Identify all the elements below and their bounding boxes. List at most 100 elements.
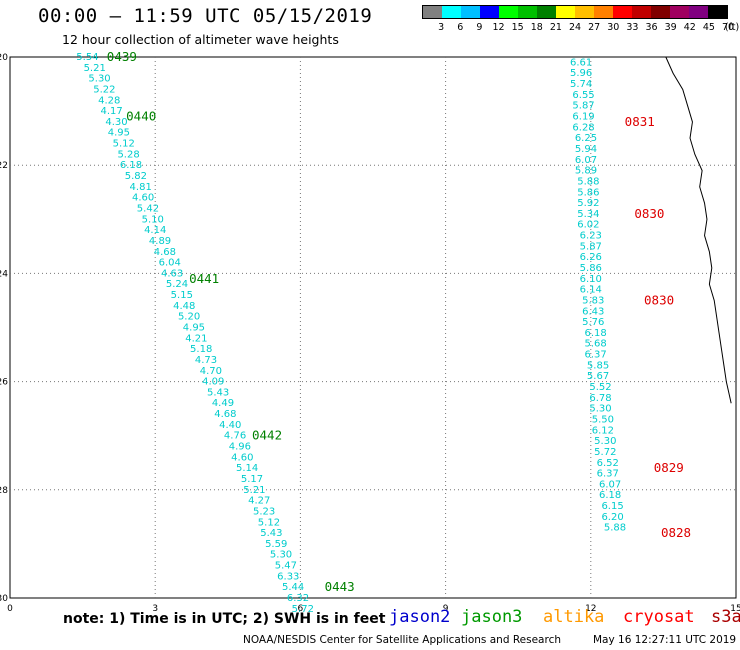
cryosat-swh-label: 5.88 [577, 176, 599, 187]
jason3-swh-label: 6.32 [287, 593, 309, 604]
cryosat-swh-label: 6.23 [580, 231, 602, 242]
colorbar-swatch [594, 6, 613, 18]
jason3-swh-label: 4.76 [224, 431, 246, 442]
cryosat-swh-label: 5.34 [577, 209, 599, 220]
jason3-swh-label: 5.15 [171, 290, 193, 301]
cryosat-swh-label: 6.18 [585, 328, 607, 339]
colorbar-swatch [613, 6, 632, 18]
coastline [665, 56, 732, 404]
legend-altika: altika [543, 607, 605, 627]
colorbar-swatch [480, 6, 499, 18]
colorbar-swatch [442, 6, 461, 18]
cryosat-swh-label: 6.02 [577, 220, 599, 231]
jason3-swh-label: 4.73 [195, 355, 217, 366]
colorbar-swatch [518, 6, 537, 18]
cryosat-swh-label: 5.83 [582, 295, 604, 306]
page-subtitle: 12 hour collection of altimeter wave hei… [62, 32, 339, 47]
colorbar-swatch [651, 6, 670, 18]
jason3-swh-label: 5.59 [265, 539, 287, 550]
jason3-time-label: 0443 [325, 579, 355, 594]
jason3-swh-label: 4.96 [229, 442, 251, 453]
cryosat-swh-label: 5.74 [570, 79, 592, 90]
colorbar-swatch [632, 6, 651, 18]
jason3-swh-label: 4.28 [98, 95, 120, 106]
jason3-swh-label: 4.30 [105, 117, 127, 128]
cryosat-swh-label: 5.30 [589, 404, 611, 415]
jason3-swh-label: 4.21 [185, 333, 207, 344]
footer-timestamp: May 16 12:27:11 UTC 2019 [593, 634, 737, 646]
x-tick-label: 12 [585, 604, 596, 614]
cryosat-time-label: 0830 [634, 206, 664, 221]
jason3-swh-label: 6.18 [120, 160, 142, 171]
cryosat-swh-label: 5.87 [572, 101, 594, 112]
jason3-swh-label: 5.12 [113, 139, 135, 150]
jason3-swh-label: 5.44 [282, 582, 304, 593]
y-tick-label: -24 [0, 269, 8, 279]
y-tick-label: -26 [0, 378, 8, 388]
cryosat-swh-label: 6.07 [575, 155, 597, 166]
footer-note: note: 1) Time is in UTC; 2) SWH is in fe… [63, 611, 386, 627]
cryosat-time-label: 0828 [661, 525, 691, 540]
jason3-swh-label: 5.43 [207, 387, 229, 398]
colorbar-label: 39 [664, 22, 677, 33]
cryosat-swh-label: 5.30 [594, 436, 616, 447]
jason3-swh-label: 5.10 [142, 214, 164, 225]
cryosat-swh-label: 5.68 [585, 339, 607, 350]
colorbar-label: 33 [626, 22, 639, 33]
cryosat-swh-label: 6.12 [592, 425, 614, 436]
colorbar-swatch [556, 6, 575, 18]
cryosat-swh-label: 6.10 [580, 274, 602, 285]
legend-cryosat: cryosat [623, 607, 695, 627]
cryosat-swh-label: 6.61 [570, 57, 592, 68]
jason3-time-label: 0440 [126, 109, 156, 124]
colorbar-swatch [689, 6, 708, 18]
cryosat-swh-label: 5.88 [604, 523, 626, 534]
jason3-swh-label: 4.17 [101, 106, 123, 117]
plot-frame [9, 56, 737, 599]
jason3-swh-label: 5.23 [253, 506, 275, 517]
jason3-swh-label: 4.48 [173, 301, 195, 312]
cryosat-swh-label: 6.07 [599, 479, 621, 490]
cryosat-swh-label: 6.52 [597, 458, 619, 469]
jason3-swh-label: 5.30 [88, 74, 110, 85]
cryosat-swh-label: 5.67 [587, 371, 609, 382]
colorbar-label: 36 [645, 22, 658, 33]
colorbar-label: 12 [492, 22, 505, 33]
colorbar-swatch [708, 6, 727, 18]
cryosat-swh-label: 5.92 [577, 198, 599, 209]
jason3-swh-label: 4.14 [144, 225, 166, 236]
cryosat-swh-label: 6.15 [601, 501, 623, 512]
cryosat-time-label: 0829 [654, 460, 684, 475]
colorbar-swatch [670, 6, 689, 18]
jason3-swh-label: 5.21 [243, 485, 265, 496]
cryosat-swh-label: 5.94 [575, 144, 597, 155]
jason3-swh-label: 6.04 [159, 258, 181, 269]
jason3-swh-label: 4.60 [132, 193, 154, 204]
legend-jason3: jason3 [461, 607, 523, 627]
cryosat-swh-label: 6.43 [582, 306, 604, 317]
jason3-swh-label: 4.68 [214, 409, 236, 420]
jason3-swh-label: 5.47 [275, 561, 297, 572]
cryosat-time-label: 0831 [625, 114, 655, 129]
cryosat-swh-label: 5.87 [580, 241, 602, 252]
colorbar-swatch [575, 6, 594, 18]
jason3-swh-label: 4.89 [149, 236, 171, 247]
jason3-time-label: 0439 [107, 49, 137, 64]
colorbar-label: 42 [683, 22, 696, 33]
cryosat-swh-label: 5.52 [589, 382, 611, 393]
colorbar-label: 21 [549, 22, 562, 33]
y-tick-label: -30 [0, 594, 8, 604]
legend-s3a: s3a [711, 607, 740, 627]
colorbar-label: 6 [457, 22, 464, 33]
colorbar-swatch [461, 6, 480, 18]
y-tick-label: -28 [0, 486, 8, 496]
cryosat-swh-label: 6.37 [597, 469, 619, 480]
legend-jason2: jason2 [389, 607, 451, 627]
cryosat-swh-label: 6.55 [572, 90, 594, 101]
colorbar-label: 18 [530, 22, 543, 33]
cryosat-swh-label: 5.86 [577, 187, 599, 198]
x-tick-label: 6 [298, 604, 304, 614]
footer-credit: NOAA/NESDIS Center for Satellite Applica… [243, 634, 561, 646]
jason3-swh-label: 5.14 [236, 463, 258, 474]
colorbar [422, 5, 728, 19]
